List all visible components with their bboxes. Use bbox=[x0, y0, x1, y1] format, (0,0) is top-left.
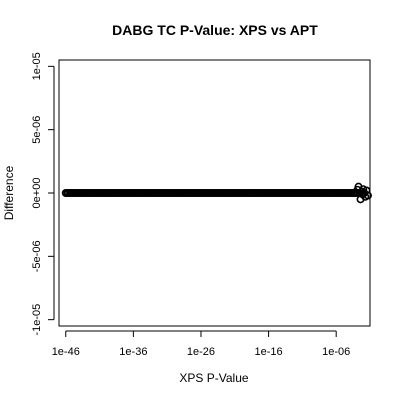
data-point bbox=[363, 191, 372, 200]
y-tick-label: -5e-06 bbox=[31, 240, 43, 272]
y-axis-label: Difference bbox=[2, 165, 16, 220]
x-tick-label: 1e-46 bbox=[52, 346, 80, 358]
y-tick-label: 0e+00 bbox=[31, 178, 43, 209]
x-tick-label: 1e-06 bbox=[322, 346, 350, 358]
x-axis: 1e-46 1e-36 1e-26 1e-16 1e-06 bbox=[52, 330, 350, 358]
chart-title: DABG TC P-Value: XPS vs APT bbox=[112, 22, 318, 38]
data-point bbox=[362, 186, 371, 195]
y-tick-label: 1e-05 bbox=[31, 52, 43, 80]
x-tick-label: 1e-16 bbox=[255, 346, 283, 358]
y-axis: -1e-05 -5e-06 0e+00 5e-06 1e-05 bbox=[31, 52, 55, 336]
y-tick-label: -1e-05 bbox=[31, 304, 43, 336]
x-tick-label: 1e-36 bbox=[119, 346, 147, 358]
x-axis-label: XPS P-Value bbox=[179, 371, 248, 385]
x-tick-label: 1e-26 bbox=[187, 346, 215, 358]
y-tick-label: 5e-06 bbox=[31, 116, 43, 144]
data-points bbox=[61, 182, 372, 204]
